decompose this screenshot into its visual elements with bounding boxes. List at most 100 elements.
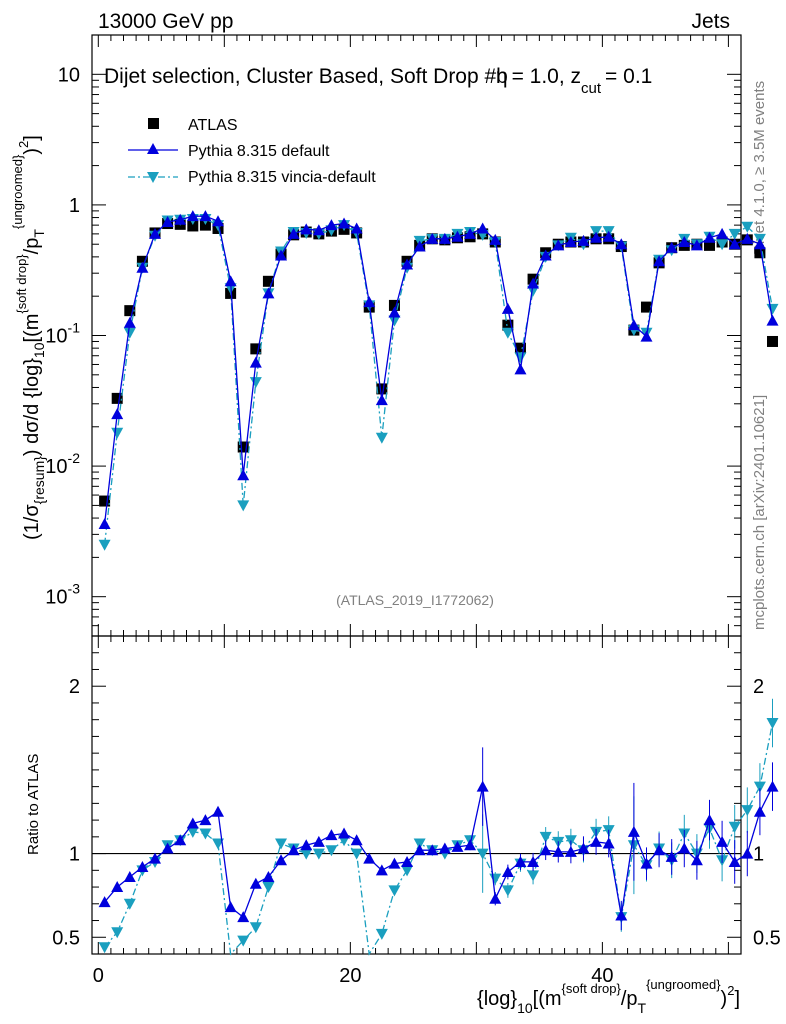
ratio-default-point <box>766 780 779 792</box>
ratio-default-point <box>325 829 338 841</box>
x-axis-label: {log}10[(m{soft drop}/pT {ungroomed})2] <box>477 977 740 1016</box>
ylabel-sup: {ungroomed} <box>10 154 25 229</box>
default-point <box>111 408 124 420</box>
vincia-point <box>527 285 540 297</box>
atlas-point <box>250 343 262 355</box>
ratio-vincia-point <box>275 838 288 850</box>
analysis-id-label: (ATLAS_2019_I1772062) <box>336 592 494 608</box>
default-point <box>237 469 250 481</box>
vincia-point <box>766 303 779 315</box>
ratio-y-axis-label: Ratio to ATLAS <box>25 754 42 855</box>
xlabel-sub: T <box>638 1000 647 1016</box>
ratio-vincia-point <box>753 781 766 793</box>
chart-title-zval: = 0.1 <box>605 65 652 88</box>
legend-marker-atlas <box>148 118 159 129</box>
ratio-vincia-point <box>312 848 325 860</box>
ylabel-sup: 2 <box>16 141 31 148</box>
atlas-point <box>767 335 779 347</box>
x-tick-label: 40 <box>591 965 613 987</box>
ratio-default-point <box>501 865 514 877</box>
ratio-default-point <box>413 844 426 856</box>
ratio-vincia-point <box>388 885 401 897</box>
ratio-vincia-point <box>212 838 225 850</box>
y-axis-label: (1/σ{resum}) dσ/d {log}10[(m{soft drop}/… <box>10 135 47 540</box>
default-point <box>766 314 779 326</box>
y-tick-label: 10-2 <box>45 450 80 478</box>
ratio-vincia-point <box>741 805 754 817</box>
ratio-default-point <box>640 857 653 869</box>
ratio-default-point <box>564 845 577 857</box>
ratio-vincia-point <box>123 898 136 910</box>
atlas-point <box>111 392 123 404</box>
rivet-events-label: Rivet 4.1.0, ≥ 3.5M events <box>751 81 768 255</box>
ylabel-part: [(m <box>21 314 43 343</box>
default-point <box>413 240 426 252</box>
ratio-vincia-point <box>375 928 388 940</box>
default-point <box>539 249 552 261</box>
default-point <box>426 232 439 244</box>
ratio-default-point <box>577 842 590 854</box>
ylabel-part: ) <box>21 148 43 155</box>
xlabel-part: ) <box>721 988 728 1010</box>
x-tick-label: 20 <box>339 965 361 987</box>
ratio-vincia-point <box>186 826 199 838</box>
ratio-default-point <box>111 881 124 893</box>
y-tick-label-base: 10 <box>45 326 67 348</box>
vincia-point <box>501 327 514 339</box>
ratio-default-point <box>627 825 640 837</box>
ratio-default-point <box>426 844 439 856</box>
ratio-default-point <box>287 844 300 856</box>
vincia-point <box>123 327 136 339</box>
y-tick-label-exp: -3 <box>68 581 81 597</box>
atlas-point <box>640 301 652 313</box>
y-tick-label-exp: -2 <box>68 450 81 466</box>
ratio-y-tick-label-right: 2 <box>753 676 764 698</box>
ratio-default-point <box>716 835 729 847</box>
ratio-default-point <box>476 780 489 792</box>
ratio-default-point <box>653 844 666 856</box>
atlas-point <box>502 319 514 331</box>
ratio-default-point <box>363 852 376 864</box>
ratio-vincia-point <box>489 873 502 885</box>
ratio-default-point <box>136 860 149 872</box>
default-point <box>728 238 741 250</box>
ylabel-sub: 10 <box>31 342 47 358</box>
default-point <box>224 275 237 287</box>
vincia-point <box>388 315 401 327</box>
default-point <box>300 223 313 235</box>
chart-title-beta-symbol: η <box>496 65 508 88</box>
legend-label-vincia: Pythia 8.315 vincia-default <box>188 169 376 186</box>
default-point <box>602 230 615 242</box>
atlas-point <box>99 495 111 507</box>
y-tick-label: 1 <box>69 195 80 217</box>
ratio-vincia-point <box>199 828 212 840</box>
ratio-default-point <box>224 901 237 913</box>
atlas-point <box>388 299 400 311</box>
atlas-point <box>187 220 199 232</box>
ylabel-sub: T <box>31 229 47 238</box>
default-point <box>678 235 691 247</box>
default-point <box>753 238 766 250</box>
vincia-line <box>103 218 774 545</box>
vincia-point <box>249 377 262 389</box>
default-point <box>514 363 527 375</box>
ratio-default-point <box>338 827 351 839</box>
vincia-point <box>98 539 111 551</box>
xlabel-part: ] <box>734 988 740 1010</box>
xlabel-sup: 2 <box>727 983 734 998</box>
default-point <box>501 302 514 314</box>
default-point <box>741 232 754 244</box>
vincia-point <box>716 239 729 251</box>
ratio-vincia-point <box>501 885 514 897</box>
default-point <box>212 215 225 227</box>
ratio-default-point <box>665 850 678 862</box>
ratio-default-point <box>489 892 502 904</box>
ratio-vincia-point <box>413 838 426 850</box>
mcplots-label: mcplots.cern.ch [arXiv:2401.10621] <box>751 395 768 630</box>
default-point <box>338 217 351 229</box>
default-point <box>375 394 388 406</box>
default-point <box>451 230 464 242</box>
legend-marker-default <box>147 143 159 154</box>
ratio-vincia-point <box>249 922 262 934</box>
